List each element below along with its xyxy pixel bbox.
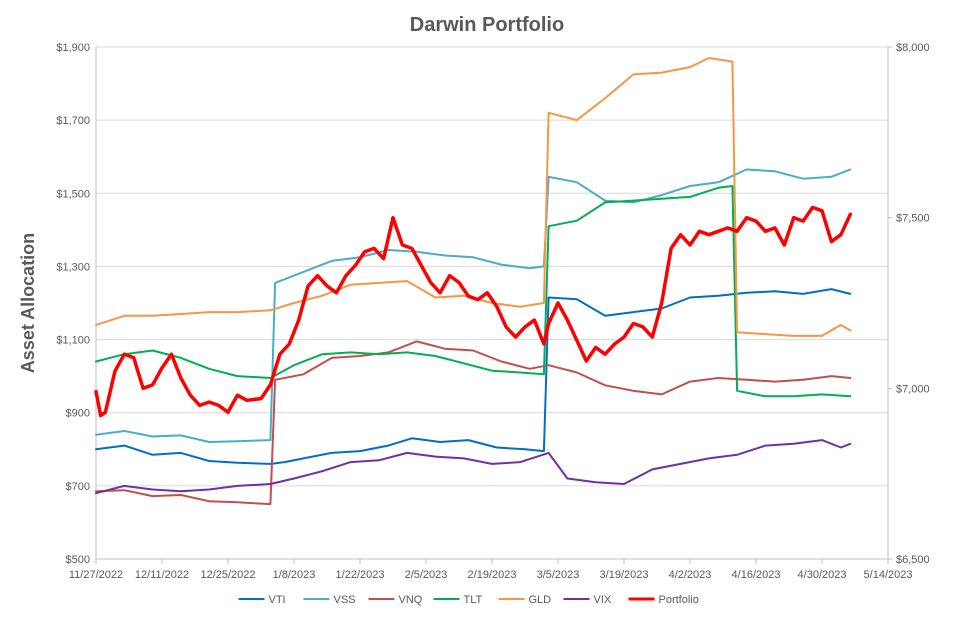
x-tick-label: 4/30/2023 — [798, 569, 847, 581]
legend-label-vss: VSS — [334, 594, 356, 606]
x-tick-label: 4/16/2023 — [732, 569, 781, 581]
chart-title: Darwin Portfolio — [410, 14, 564, 36]
x-tick-label: 2/5/2023 — [405, 569, 448, 581]
series-lines — [94, 57, 853, 506]
series-line-vti — [95, 288, 852, 465]
x-tick-label: 11/27/2022 — [69, 569, 123, 581]
y-tick-label: $1,900 — [56, 42, 90, 54]
y-tick-label: $500 — [66, 554, 90, 566]
x-tick-label: 5/14/2023 — [864, 569, 913, 581]
y-tick-label: $1,700 — [56, 115, 90, 127]
y2-tick-label: $6,500 — [896, 554, 930, 566]
legend-label-tlt: TLT — [464, 594, 483, 606]
y-tick-label: $1,500 — [56, 188, 90, 200]
series-line-vss — [95, 168, 852, 443]
y2-tick-label: $7,500 — [896, 213, 930, 225]
x-tick-label: 3/5/2023 — [537, 569, 580, 581]
legend-label-gld: GLD — [529, 594, 552, 606]
tick-labels: $500 $700 $900 $1,100 $1,300 $1,500 $1,700 $1,9… — [56, 42, 929, 581]
y2-tick-label: $7,000 — [896, 383, 930, 395]
series-line-vnq — [95, 340, 852, 506]
x-tick-label: 12/11/2022 — [135, 569, 189, 581]
x-tick-label: 3/19/2023 — [600, 569, 649, 581]
legend-label-vnq: VNQ — [399, 594, 423, 606]
legend: VTI VSS VNQ TLT GLD VIX Portfolio — [238, 594, 699, 606]
y-tick-label: $1,100 — [56, 335, 90, 347]
series-line-tlt — [95, 185, 852, 398]
axes — [95, 46, 892, 564]
series-line-vix — [95, 439, 852, 495]
y-tick-label: $900 — [66, 408, 90, 420]
x-tick-label: 1/22/2023 — [336, 569, 385, 581]
y2-tick-label: $8,000 — [896, 42, 930, 54]
x-tick-label: 12/25/2022 — [200, 569, 255, 581]
series-line-portfolio — [94, 205, 853, 418]
y-tick-label: $700 — [66, 481, 90, 493]
y-tick-label: $1,300 — [56, 261, 90, 273]
y-axis-label: Asset Allocation — [18, 233, 38, 373]
legend-label-vti: VTI — [269, 594, 286, 606]
legend-label-portfolio: Portfolio — [659, 594, 699, 606]
x-tick-label: 2/19/2023 — [468, 569, 517, 581]
x-tick-label: 4/2/2023 — [669, 569, 712, 581]
x-tick-label: 1/8/2023 — [273, 569, 316, 581]
legend-label-vix: VIX — [594, 594, 612, 606]
series-line-gld — [95, 57, 852, 337]
